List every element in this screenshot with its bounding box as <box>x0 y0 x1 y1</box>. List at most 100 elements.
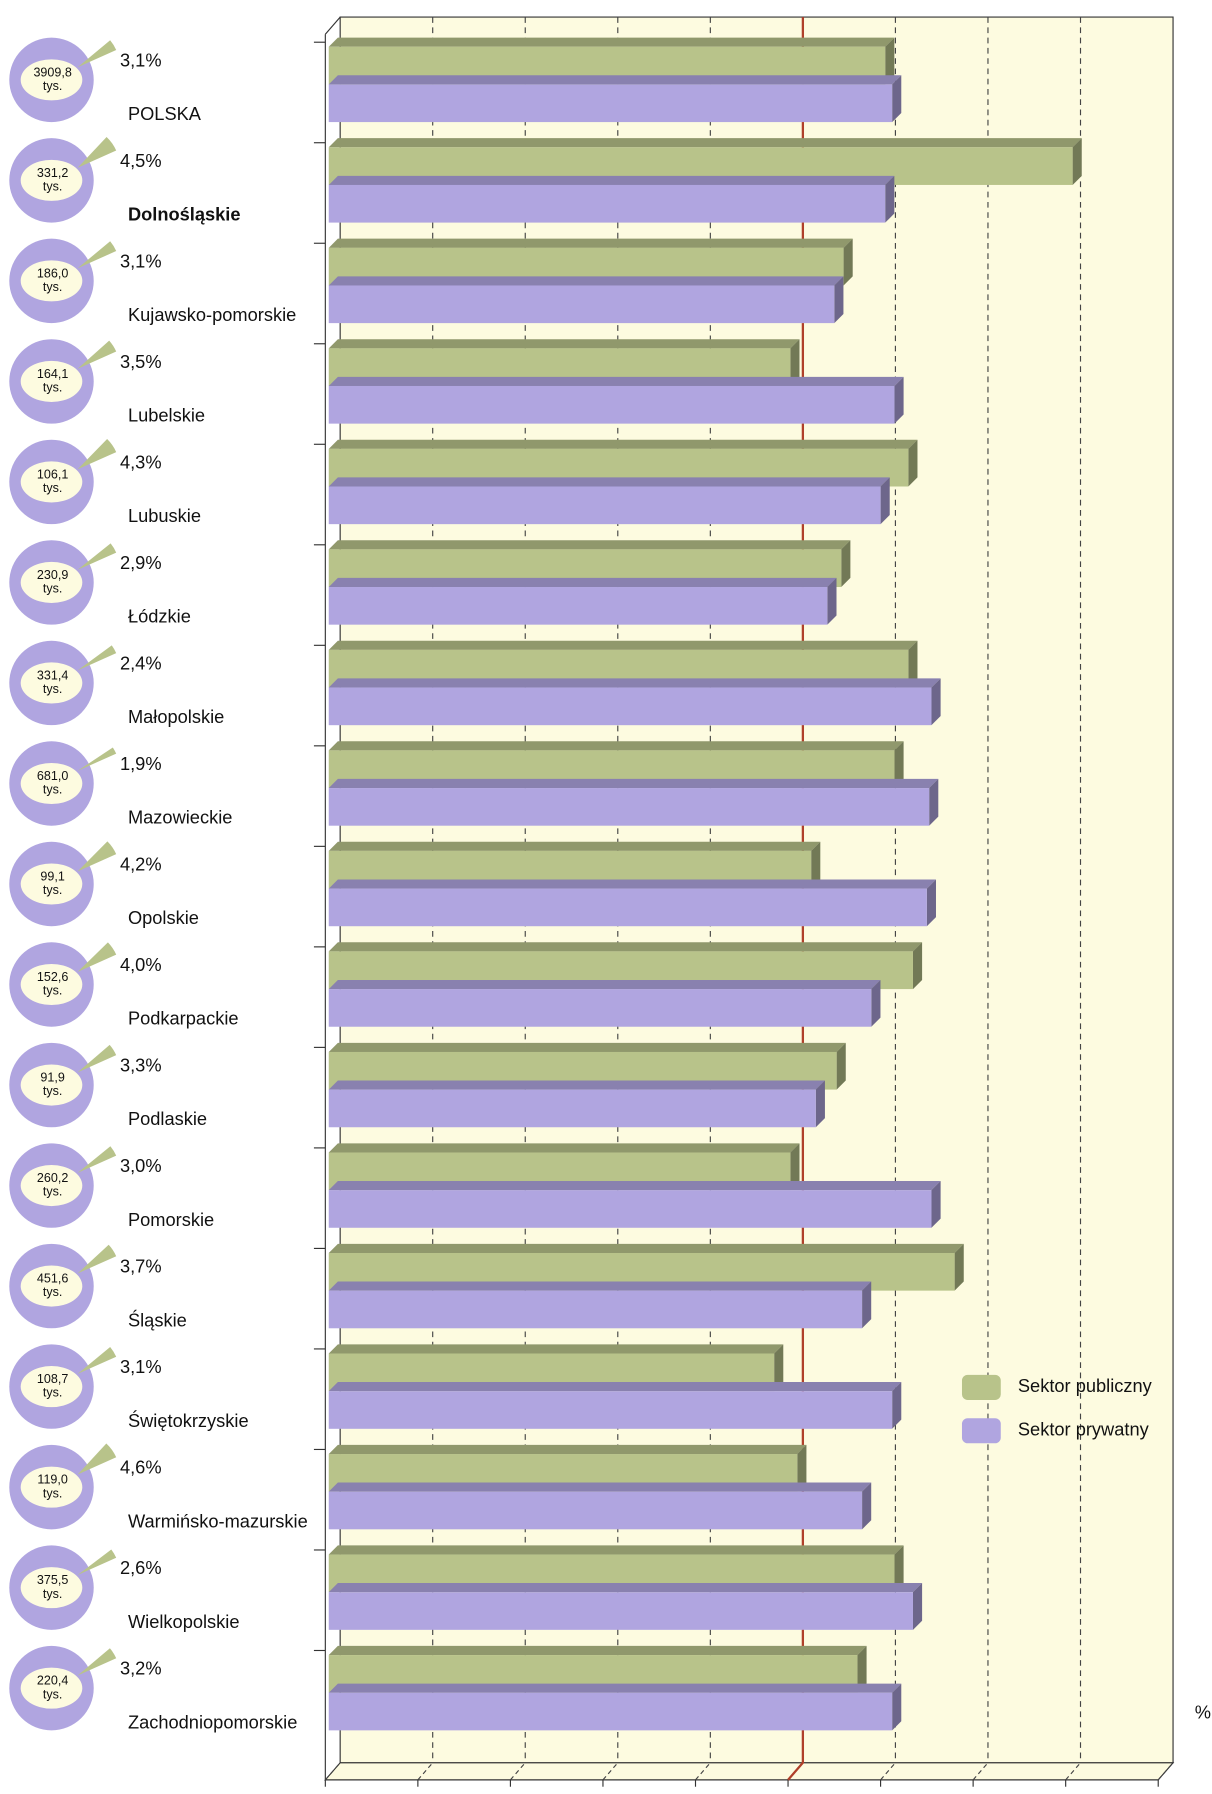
x-axis-label: % <box>1195 1702 1211 1723</box>
bar-top <box>329 1483 871 1492</box>
legend-label: Sektor publiczny <box>1018 1375 1153 1396</box>
bar-top <box>329 980 881 989</box>
bar-top <box>329 239 853 248</box>
bar-top <box>329 779 939 788</box>
pie-value-label: 681,0 <box>37 769 68 783</box>
bar-front <box>329 84 892 122</box>
bar <box>329 980 881 1027</box>
pie-unit-label: tys. <box>43 682 63 696</box>
bar <box>329 75 902 122</box>
bar-front <box>329 587 828 625</box>
bar <box>329 678 941 725</box>
pie-unit-label: tys. <box>43 1084 63 1098</box>
share-label: 4,0% <box>120 954 162 975</box>
pie-value-label: 99,1 <box>40 869 64 883</box>
category-label: Zachodniopomorskie <box>128 1711 297 1732</box>
bar-top <box>329 440 918 449</box>
pie-value-label: 91,9 <box>40 1071 64 1085</box>
bar-top <box>329 879 936 888</box>
bar <box>329 1181 941 1228</box>
legend-swatch <box>962 1418 1001 1443</box>
pie-value-label: 375,5 <box>37 1573 68 1587</box>
bar <box>329 1684 902 1731</box>
bar-top <box>329 477 890 486</box>
bar <box>329 276 844 323</box>
pie-unit-label: tys. <box>43 280 63 294</box>
y-axis-top <box>325 17 340 34</box>
category-label: Kujawsko-pomorskie <box>128 304 296 325</box>
share-label: 4,2% <box>120 854 162 875</box>
share-label: 1,9% <box>120 753 162 774</box>
bar-top <box>329 276 844 285</box>
bar-front <box>329 788 929 826</box>
pie-share-slice <box>78 137 117 168</box>
pie-unit-label: tys. <box>43 582 63 596</box>
bar-top <box>329 1143 800 1152</box>
legend-swatch <box>962 1375 1001 1400</box>
pie-unit-label: tys. <box>43 984 63 998</box>
bar-top <box>329 1646 867 1655</box>
category-label: Wielkopolskie <box>128 1611 240 1632</box>
share-label: 3,5% <box>120 351 162 372</box>
bar-top <box>329 138 1082 147</box>
category-label: Dolnośląskie <box>128 204 241 225</box>
share-label: 4,5% <box>120 150 162 171</box>
pie-unit-label: tys. <box>43 1386 63 1400</box>
pie-unit-label: tys. <box>43 481 63 495</box>
pie-value-label: 106,1 <box>37 467 68 481</box>
bar <box>329 1583 922 1630</box>
share-label: 2,6% <box>120 1557 162 1578</box>
bar-front <box>329 989 872 1027</box>
bar-top <box>329 377 904 386</box>
bar-top <box>329 1344 784 1353</box>
pie-share-slice <box>78 841 117 871</box>
pie-unit-label: tys. <box>43 1486 63 1500</box>
bar <box>329 879 936 926</box>
bar-top <box>329 1445 807 1454</box>
share-label: 3,7% <box>120 1256 162 1277</box>
bar-top <box>329 578 837 587</box>
pie-value-label: 164,1 <box>37 367 68 381</box>
pie-value-label: 152,6 <box>37 970 68 984</box>
share-label: 3,2% <box>120 1658 162 1679</box>
pie-value-label: 230,9 <box>37 568 68 582</box>
legend-label: Sektor prywatny <box>1018 1419 1150 1440</box>
category-label: Podkarpackie <box>128 1008 239 1029</box>
pie-unit-label: tys. <box>43 883 63 897</box>
floor <box>325 1763 1173 1780</box>
bar <box>329 377 904 424</box>
pie-value-label: 451,6 <box>37 1272 68 1286</box>
pie-unit-label: tys. <box>43 783 63 797</box>
bar <box>329 1382 902 1429</box>
category-label: Mazowieckie <box>128 807 232 828</box>
pie-unit-label: tys. <box>43 180 63 194</box>
bar-top <box>329 1043 846 1052</box>
bar-top <box>329 1244 964 1253</box>
category-label: Pomorskie <box>128 1209 214 1230</box>
bar-front <box>329 1592 913 1630</box>
bar-front <box>329 486 881 524</box>
pie-value-label: 331,2 <box>37 166 68 180</box>
bar-top <box>329 1545 904 1554</box>
bar-top <box>329 678 941 687</box>
bar-front <box>329 889 927 927</box>
bar-front <box>329 688 932 726</box>
bar-front <box>329 1693 892 1731</box>
share-label: 3,1% <box>120 49 162 70</box>
bar-top <box>329 942 922 951</box>
share-label: 2,4% <box>120 653 162 674</box>
bar <box>329 477 890 524</box>
bar-top <box>329 641 918 650</box>
bar-front <box>329 1291 862 1329</box>
bar <box>329 1080 825 1127</box>
category-label: Lubuskie <box>128 505 201 526</box>
bar-front <box>329 386 895 424</box>
bar <box>329 1282 871 1329</box>
bar-top <box>329 1282 871 1291</box>
share-label: 4,3% <box>120 452 162 473</box>
bar-top <box>329 1583 922 1592</box>
bar-front <box>329 1391 892 1429</box>
bar-top <box>329 540 851 549</box>
bar <box>329 578 837 625</box>
pie-value-label: 186,0 <box>37 266 68 280</box>
